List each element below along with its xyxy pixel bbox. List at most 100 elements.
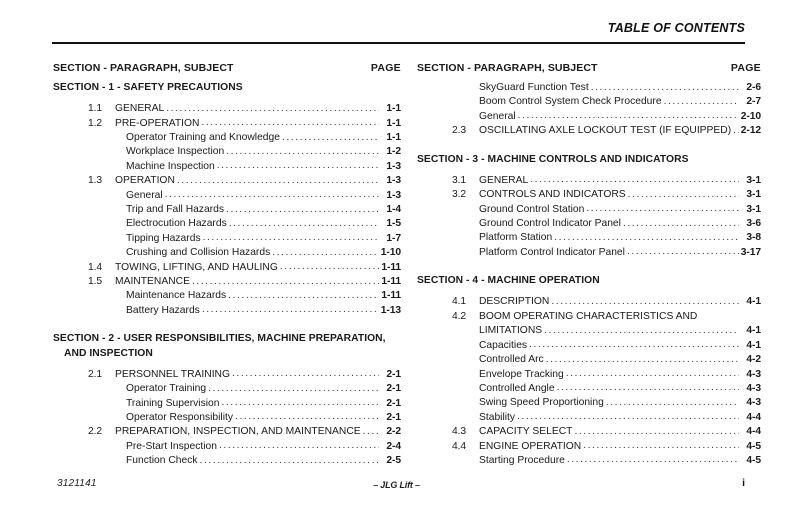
toc-entry[interactable]: 3.2 CONTROLS AND INDICATORS..............… [417,188,761,202]
toc-entry[interactable]: 2.2 PREPARATION, INSPECTION, AND MAINTENA… [53,425,401,439]
toc-entry-page: 1-3 [386,189,401,201]
toc-entry-number: 4.4 [452,440,467,452]
toc-entry[interactable]: Machine Inspection......................… [53,160,401,174]
toc-entry-label: GENERAL [479,174,529,186]
toc-leader-dots: ........................................… [574,425,739,437]
toc-leader-dots: ........................................… [226,145,379,157]
toc-entry[interactable]: Ground Control Station..................… [417,203,761,217]
toc-entry[interactable]: Pre-Start Inspection....................… [53,440,401,454]
toc-entry-page: 1-3 [386,160,401,172]
toc-entry[interactable]: Electrocution Hazards...................… [53,217,401,231]
toc-entry-page: 3-1 [746,174,761,186]
toc-leader-dots: ........................................… [202,232,379,244]
toc-entry-number: 1.5 [88,276,103,288]
section-heading[interactable]: SECTION - 3 - MACHINE CONTROLS AND INDIC… [417,153,761,167]
toc-entry[interactable]: Maintenance Hazards.....................… [53,289,401,303]
toc-entry[interactable]: SkyGuard Function Test..................… [417,81,761,95]
toc-entry[interactable]: LIMITATIONS.............................… [417,324,761,338]
toc-leader-dots: ........................................… [517,411,739,423]
toc-entry-label: Battery Hazards [126,304,200,316]
toc-entry[interactable]: Stability...............................… [417,411,761,425]
toc-entry-label: OSCILLATING AXLE LOCKOUT TEST (IF EQUIPP… [479,125,732,137]
toc-entry[interactable]: 4.4 ENGINE OPERATION.....................… [417,440,761,454]
toc-entry-label: PERSONNEL TRAINING [115,368,231,380]
section-heading-label-cont: AND INSPECTION [64,347,153,359]
toc-entry-number: 1.1 [88,103,103,115]
toc-entry[interactable]: Operator Training.......................… [53,382,401,396]
section-heading-label: SECTION - 3 - MACHINE CONTROLS AND INDIC… [417,153,689,165]
toc-entry[interactable]: Trip and Fall Hazards...................… [53,203,401,217]
toc-entry[interactable]: Controlled Angle........................… [417,382,761,396]
toc-leader-dots: ........................................… [281,131,379,143]
toc-entry[interactable]: 1.4 TOWING, LIFTING, AND HAULING.........… [53,261,401,275]
toc-leader-dots: ........................................… [166,102,379,114]
toc-entry[interactable]: Battery Hazards.........................… [53,304,401,318]
toc-entry[interactable]: Ground Control Indicator Panel..........… [417,217,761,231]
toc-entry[interactable]: Training Supervision....................… [53,397,401,411]
toc-entry-label: Envelope Tracking [479,368,564,380]
toc-entry[interactable]: Tipping Hazards.........................… [53,232,401,246]
toc-leader-dots: ........................................… [191,275,379,287]
toc-entry[interactable]: Starting Procedure......................… [417,454,761,468]
toc-entry-page: 3-17 [740,246,761,258]
toc-entry[interactable]: Operator Training and Knowledge.........… [53,131,401,145]
toc-entry[interactable]: Operator Responsibility.................… [53,411,401,425]
toc-leader-dots: ........................................… [221,397,379,409]
toc-entry[interactable]: Function Check..........................… [53,454,401,468]
toc-entry[interactable]: Envelope Tracking.......................… [417,368,761,382]
toc-leader-dots: ........................................… [545,353,739,365]
toc-entry-label: SkyGuard Function Test [479,82,589,93]
toc-entry[interactable]: General.................................… [417,110,761,124]
section-heading[interactable]: SECTION - 4 - MACHINE OPERATION [417,274,761,288]
footer-brand-mark: – JLG Lift – [373,480,420,490]
toc-entry[interactable]: General.................................… [53,189,401,203]
toc-entry[interactable]: Boom Control System Check Procedure.....… [417,95,761,109]
section-heading[interactable]: SECTION - 2 - USER RESPONSIBILITIES, MAC… [53,332,401,360]
toc-entry-number: 4.3 [452,426,467,438]
toc-entry[interactable]: Controlled Arc..........................… [417,353,761,367]
toc-entry[interactable]: 4.1 DESCRIPTION..........................… [417,295,761,309]
toc-entry-label: Operator Responsibility [126,411,234,423]
footer-document-number: 3121141 [57,478,97,489]
toc-entry[interactable]: 1.5 MAINTENANCE..........................… [53,275,401,289]
toc-entry-label: General [479,110,516,122]
toc-entry-label: Boom Control System Check Procedure [479,96,662,108]
toc-entry-page: 3-1 [746,203,761,215]
toc-leader-dots: ........................................… [627,188,739,200]
toc-leader-dots: ........................................… [663,95,739,107]
toc-leader-dots: ........................................… [164,189,379,201]
toc-entry-label: Crushing and Collision Hazards [126,247,271,259]
toc-entry-page: 1-1 [386,117,401,129]
toc-entry[interactable]: 1.3 OPERATION............................… [53,174,401,188]
toc-entry[interactable]: Crushing and Collision Hazards..........… [53,246,401,260]
section-heading[interactable]: SECTION - 1 - SAFETY PRECAUTIONS [53,81,401,95]
toc-entry[interactable]: 4.3 CAPACITY SELECT......................… [417,425,761,439]
toc-entry[interactable]: Platform Control Indicator Panel........… [417,246,761,260]
toc-entry[interactable]: Workplace Inspection....................… [53,145,401,159]
toc-entry-number: 4.2 [452,310,467,322]
toc-leader-dots: ........................................… [530,174,739,186]
toc-entry[interactable]: 1.1 GENERAL..............................… [53,102,401,116]
toc-entry[interactable]: 2.3 OSCILLATING AXLE LOCKOUT TEST (IF EQU… [417,124,761,138]
toc-entry[interactable]: 1.2 PRE-OPERATION........................… [53,117,401,131]
toc-entry-page: 2-12 [740,125,761,137]
toc-leader-dots: ........................................… [176,174,379,186]
toc-entry-label: LIMITATIONS [479,325,543,337]
toc-entry[interactable]: Platform Station........................… [417,231,761,245]
toc-entry-label: TOWING, LIFTING, AND HAULING [115,261,278,273]
toc-entry-label: Pre-Start Inspection [126,440,217,452]
toc-entry[interactable]: 3.1 GENERAL..............................… [417,174,761,188]
toc-entry[interactable]: Capacities..............................… [417,339,761,353]
toc-leader-dots: ........................................… [201,117,379,129]
toc-entry-page: 4-2 [746,354,761,366]
toc-entry-page: 1-4 [386,204,401,216]
toc-entry-number: 4.1 [452,296,467,308]
toc-entry[interactable]: 2.1 PERSONNEL TRAINING...................… [53,368,401,382]
toc-entry[interactable]: Swing Speed Proportioning...............… [417,396,761,410]
toc-left-body: SECTION - 1 - SAFETY PRECAUTIONS 1.1 GENER… [53,81,401,469]
toc-leader-dots: ........................................… [733,124,739,136]
footer-page-number: i [742,477,745,489]
toc-entry-page: 2-6 [746,82,761,93]
